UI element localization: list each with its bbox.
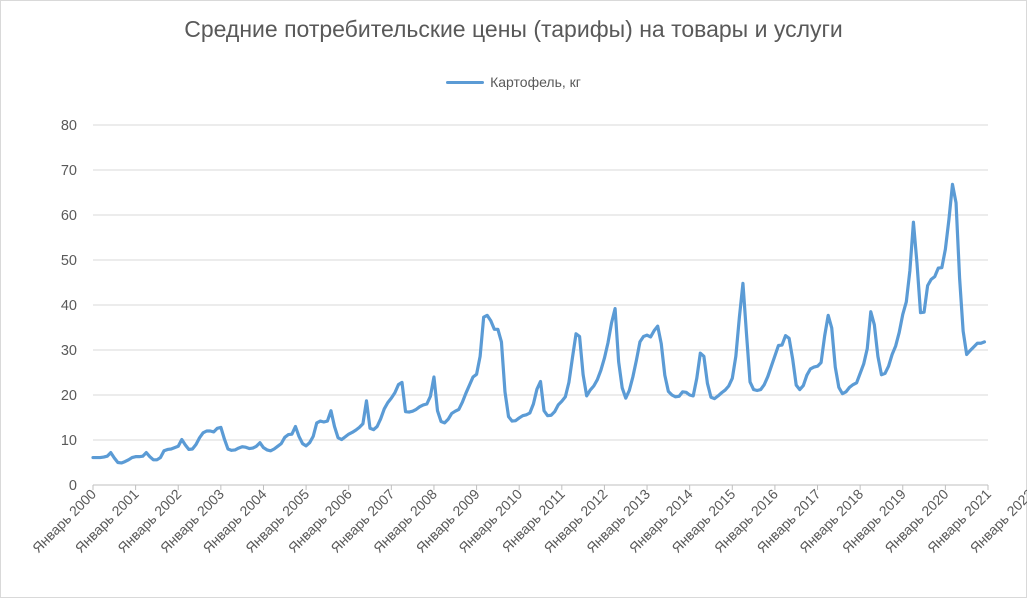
y-tick-label: 30 <box>61 343 77 359</box>
y-tick-label: 60 <box>61 208 77 224</box>
y-tick-label: 80 <box>61 118 77 134</box>
chart-title: Средние потребительские цены (тарифы) на… <box>184 16 843 42</box>
legend: Картофель, кг <box>0 74 1027 90</box>
series-line-potatoes <box>91 182 987 465</box>
y-tick-label: 0 <box>69 478 77 494</box>
y-tick-label: 50 <box>61 253 77 269</box>
y-tick-label: 70 <box>61 163 77 179</box>
y-tick-label: 20 <box>61 388 77 404</box>
legend-swatch <box>446 80 485 84</box>
y-tick-label: 40 <box>61 298 77 314</box>
legend-label: Картофель, кг <box>490 74 581 90</box>
y-tick-label: 10 <box>61 433 77 449</box>
